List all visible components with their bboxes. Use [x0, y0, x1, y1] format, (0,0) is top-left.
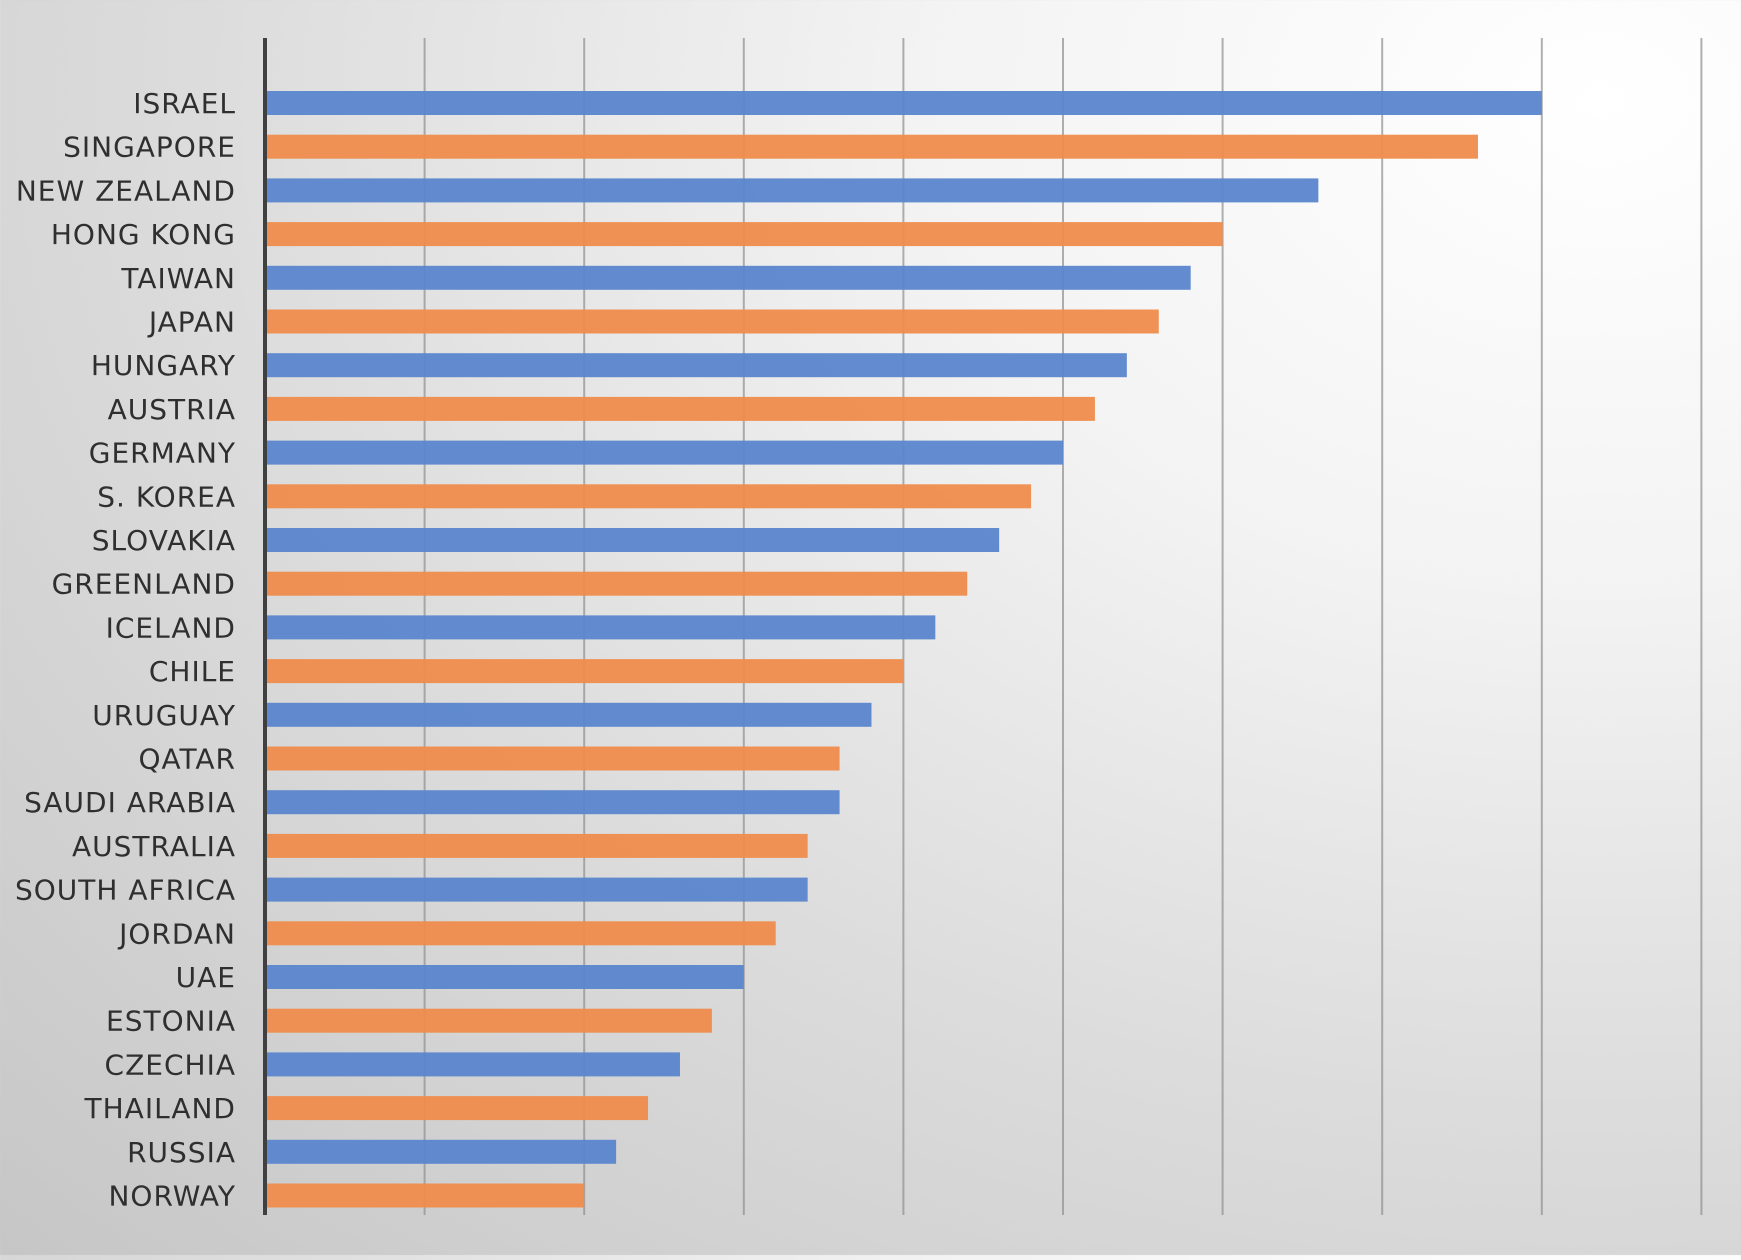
- category-label: GERMANY: [89, 437, 236, 470]
- category-label: RUSSIA: [127, 1136, 236, 1169]
- bar-iceland: [267, 615, 936, 640]
- category-label: AUSTRALIA: [72, 830, 236, 863]
- category-label: SINGAPORE: [63, 131, 236, 164]
- category-label: ESTONIA: [106, 1005, 236, 1038]
- category-label: NEW ZEALAND: [16, 174, 236, 207]
- bar-estonia: [267, 1008, 712, 1033]
- category-label: URUGUAY: [92, 699, 236, 732]
- category-label: ISRAEL: [133, 87, 236, 120]
- category-label: UAE: [176, 961, 236, 994]
- category-label: ICELAND: [106, 611, 236, 644]
- bar-czechia: [267, 1052, 680, 1077]
- bar-greenland: [267, 571, 968, 596]
- category-label: NORWAY: [108, 1180, 236, 1213]
- category-label: JORDAN: [117, 917, 236, 950]
- bar-thailand: [267, 1096, 649, 1121]
- category-label: S. KOREA: [97, 480, 236, 513]
- category-label: TAIWAN: [120, 262, 236, 295]
- bar-slovakia: [267, 528, 1000, 552]
- category-label: SAUDI ARABIA: [24, 786, 236, 819]
- category-label: CZECHIA: [105, 1048, 236, 1081]
- category-label: HUNGARY: [91, 349, 236, 382]
- category-label: GREENLAND: [52, 568, 236, 601]
- bar-norway: [267, 1183, 585, 1208]
- category-labels: ISRAEL SINGAPORE NEW ZEALAND HONG KONG TAIWA…: [15, 87, 236, 1213]
- bar-uae: [267, 965, 744, 989]
- bar-japan: [267, 309, 1159, 334]
- bar-australia: [267, 833, 808, 858]
- category-label: JAPAN: [147, 306, 236, 339]
- bar-new-zealand: [267, 178, 1319, 203]
- category-label: SOUTH AFRICA: [15, 874, 236, 907]
- category-label: QATAR: [138, 743, 236, 776]
- category-label: THAILAND: [84, 1092, 236, 1125]
- bar-hungary: [267, 353, 1127, 378]
- bars: [267, 91, 1542, 1208]
- bar-israel: [267, 91, 1542, 115]
- bar-chile: [267, 659, 904, 684]
- bar-hong-kong: [267, 222, 1223, 247]
- bar-saudi-arabia: [267, 790, 840, 815]
- bar-uruguay: [267, 702, 872, 727]
- bar-russia: [267, 1139, 617, 1164]
- category-label: CHILE: [149, 655, 236, 688]
- category-label: SLOVAKIA: [92, 524, 236, 557]
- category-label: HONG KONG: [51, 218, 236, 251]
- bar-s-korea: [267, 484, 1032, 509]
- bar-austria: [267, 396, 1095, 421]
- bar-qatar: [267, 746, 840, 771]
- bar-singapore: [267, 134, 1478, 159]
- bar-germany: [267, 440, 1063, 465]
- bar-taiwan: [267, 265, 1191, 290]
- bar-south-africa: [267, 877, 808, 902]
- bar-jordan: [267, 921, 776, 946]
- category-label: AUSTRIA: [108, 393, 236, 426]
